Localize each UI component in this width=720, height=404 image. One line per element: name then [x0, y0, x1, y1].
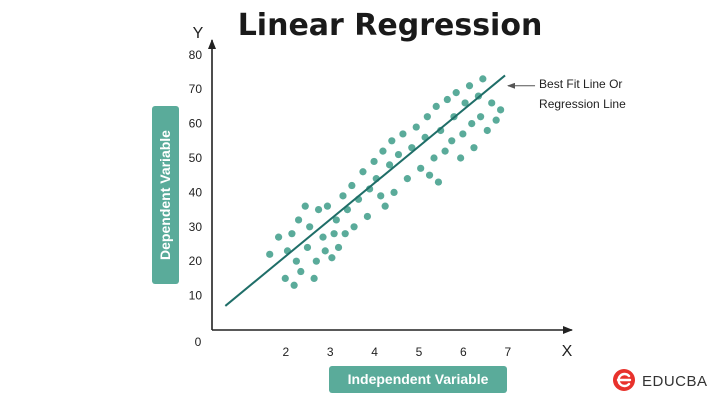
scatter-point: [288, 230, 296, 238]
scatter-point: [306, 223, 314, 231]
scatter-point: [477, 113, 485, 121]
regression-line: [224, 74, 506, 307]
y-tick-label: 60: [189, 117, 203, 131]
x-tick-label: 5: [416, 345, 423, 359]
regression-line-group: [224, 74, 506, 307]
scatter-point: [370, 157, 378, 166]
scatter-point: [388, 137, 396, 145]
scatter-point: [394, 150, 403, 159]
y-tick-label: 80: [189, 48, 203, 62]
y-axis-letter: Y: [193, 25, 204, 42]
scatter-point: [390, 188, 398, 196]
scatter-point: [488, 99, 496, 107]
scatter-point: [452, 89, 460, 97]
scatter-point: [432, 102, 440, 110]
scatter-point: [330, 230, 338, 238]
y-axis-label: Dependent Variable: [157, 130, 173, 260]
scatter-point: [408, 144, 416, 152]
best-fit-annotation: Best Fit Line Or Regression Line: [507, 77, 626, 111]
scatter-point: [483, 126, 491, 135]
scatter-point: [275, 233, 283, 241]
scatter-point: [366, 185, 374, 193]
scatter-point: [321, 247, 329, 255]
x-axis-label-box: Independent Variable: [329, 366, 507, 393]
annotation-text-line: Regression Line: [539, 97, 626, 111]
x-tick-label: 6: [460, 345, 467, 359]
scatter-point: [294, 216, 303, 224]
y-tick-label: 30: [189, 220, 203, 234]
scatter-point: [348, 181, 356, 190]
x-axis-label: Independent Variable: [348, 371, 489, 387]
scatter-point: [377, 192, 385, 200]
scatter-point: [363, 212, 371, 221]
scatter-point: [328, 254, 336, 262]
scatter-point: [266, 250, 274, 258]
educba-logo: EDUCBA: [613, 369, 708, 391]
scatter-point: [310, 274, 318, 282]
educba-e-icon: [613, 369, 635, 391]
x-tick-label: 2: [282, 345, 289, 359]
scatter-point: [341, 230, 349, 238]
brand-name: EDUCBA: [642, 373, 708, 390]
scatter-point: [292, 257, 300, 265]
scatter-point: [386, 161, 394, 169]
scatter-point: [441, 147, 449, 155]
scatter-point: [465, 82, 474, 90]
x-tick-label: 3: [327, 345, 334, 359]
y-tick-label: 40: [189, 185, 203, 199]
y-tick-label: 20: [189, 254, 203, 268]
x-tick-label: 4: [371, 345, 378, 359]
scatter-point: [312, 257, 320, 265]
scatter-point: [323, 202, 332, 210]
scatter-point: [381, 202, 389, 210]
scatter-point: [461, 99, 469, 107]
y-tick-labels: 10 20 30 40 50 60 70 80: [189, 48, 203, 303]
y-axis-label-box: Dependent Variable: [152, 106, 179, 284]
annotation-text-line: Best Fit Line Or: [539, 77, 622, 91]
scatter-point: [314, 206, 323, 214]
scatter-point: [457, 154, 465, 162]
scatter-point: [350, 223, 358, 231]
scatter-point: [470, 144, 478, 152]
scatter-point: [319, 233, 327, 241]
scatter-point: [459, 130, 467, 138]
chart-title: Linear Regression: [238, 8, 543, 43]
scatter-point: [403, 175, 411, 183]
scatter-point: [412, 123, 420, 131]
scatter-point: [497, 106, 505, 114]
scatter-point: [448, 137, 456, 145]
scatter-point: [443, 95, 451, 104]
y-tick-label: 50: [189, 151, 203, 165]
x-tick-labels: 2 3 4 5 6 7: [282, 345, 511, 359]
scatter-point: [425, 171, 434, 179]
scatter-point: [417, 164, 425, 172]
scatter-point: [359, 168, 367, 176]
scatter-point: [434, 178, 443, 186]
scatter-point: [492, 116, 500, 124]
scatter-point: [379, 147, 387, 155]
scatter-point: [430, 154, 438, 162]
x-tick-label: 7: [504, 345, 511, 359]
scatter-point: [468, 120, 476, 128]
scatter-point: [399, 130, 407, 138]
scatter-point: [332, 216, 340, 224]
scatter-point: [334, 243, 343, 252]
origin-label: 0: [195, 335, 202, 349]
y-tick-label: 10: [189, 289, 203, 303]
scatter-point: [301, 202, 309, 210]
scatter-point: [423, 113, 431, 121]
scatter-point: [290, 281, 298, 289]
scatter-point: [479, 75, 487, 83]
scatter-points: [266, 75, 505, 289]
scatter-point: [303, 243, 312, 252]
y-tick-label: 70: [189, 82, 203, 96]
x-axis-letter: X: [562, 343, 573, 360]
scatter-point: [297, 267, 305, 276]
scatter-point: [281, 274, 289, 282]
scatter-point: [339, 192, 347, 200]
